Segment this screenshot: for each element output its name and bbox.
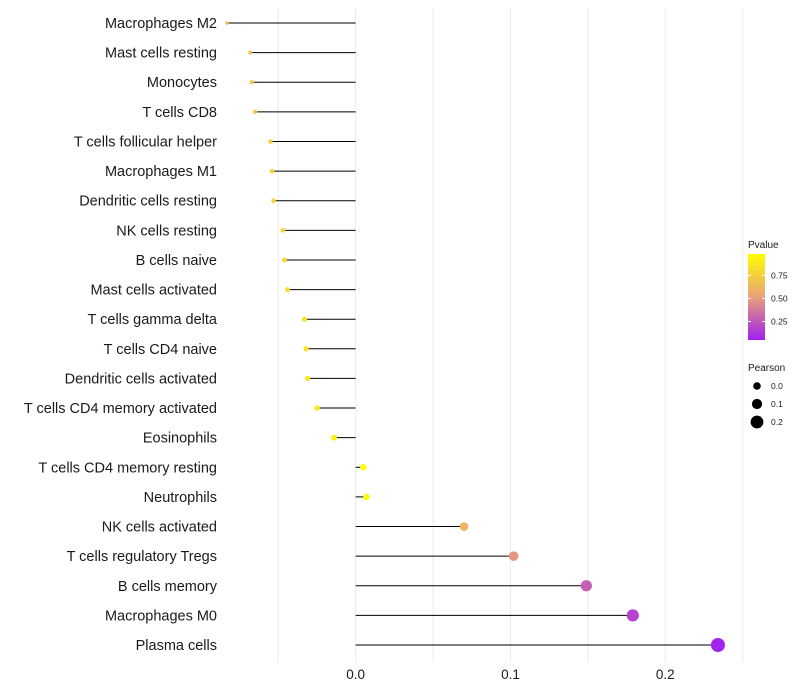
lollipop-point <box>304 375 311 382</box>
lollipop-point <box>248 50 253 55</box>
x-tick-label: 0.1 <box>501 667 520 682</box>
lollipop-point <box>314 405 320 411</box>
lollipop-point <box>710 638 725 652</box>
grid-lines <box>277 8 744 662</box>
lollipop-point <box>626 609 639 622</box>
category-label: B cells naive <box>136 253 217 269</box>
lollipop-points <box>225 21 725 652</box>
category-label: NK cells resting <box>116 223 217 239</box>
category-label: Macrophages M1 <box>105 164 217 180</box>
pearson-legend: Pearson 0.0 0.1 0.2 <box>748 363 785 429</box>
pearson-legend-title: Pearson <box>748 363 785 374</box>
lollipop-point <box>285 287 290 293</box>
category-label: Dendritic cells resting <box>79 194 217 210</box>
lollipop-point <box>303 346 309 352</box>
category-label: T cells CD4 memory activated <box>24 401 217 417</box>
lollipop-point <box>280 227 286 233</box>
category-label: T cells CD8 <box>142 105 217 121</box>
lollipop-point <box>225 21 229 25</box>
lollipop-point <box>301 316 308 322</box>
lollipop-point <box>331 434 337 441</box>
pearson-key-dot <box>750 415 764 429</box>
lollipop-point <box>281 257 287 263</box>
category-label: Mast cells activated <box>90 283 217 299</box>
x-axis-ticks: 0.0 0.1 0.2 <box>346 667 674 682</box>
pvalue-tick-label: 0.75 <box>771 270 788 280</box>
x-tick-label: 0.2 <box>656 667 675 682</box>
lollipop-point <box>269 168 275 174</box>
category-label: NK cells activated <box>102 520 217 536</box>
category-label: T cells CD4 naive <box>104 342 217 358</box>
lollipop-point <box>360 464 367 471</box>
lollipop-segments <box>227 22 718 646</box>
lollipop-point <box>268 139 273 144</box>
category-label: T cells CD4 memory resting <box>38 460 217 476</box>
category-label: Plasma cells <box>136 638 217 654</box>
lollipop-point <box>459 522 469 531</box>
category-label: Dendritic cells activated <box>65 371 217 387</box>
category-label: Monocytes <box>147 75 217 91</box>
category-label: T cells regulatory Tregs <box>67 549 217 565</box>
lollipop-point <box>252 109 258 114</box>
pearson-key-label: 0.0 <box>771 381 783 391</box>
category-label: Mast cells resting <box>105 46 217 62</box>
pvalue-legend-title: Pvalue <box>748 240 779 251</box>
pearson-key-label: 0.2 <box>771 417 783 427</box>
pearson-key-dot <box>751 398 763 410</box>
category-label: Macrophages M2 <box>105 16 217 32</box>
lollipop-point <box>580 580 592 592</box>
pvalue-colorbar <box>748 254 765 340</box>
x-tick-label: 0.0 <box>346 667 365 682</box>
pvalue-tick-label: 0.50 <box>771 293 788 303</box>
category-label: T cells gamma delta <box>88 312 218 328</box>
lollipop-point <box>363 493 370 501</box>
category-label: Eosinophils <box>143 431 217 447</box>
pearson-key-dot <box>753 382 761 390</box>
lollipop-point <box>271 198 276 204</box>
lollipop-point <box>508 551 519 561</box>
category-label: T cells follicular helper <box>74 134 217 150</box>
pearson-key-label: 0.1 <box>771 399 783 409</box>
pvalue-tick-label: 0.25 <box>771 317 788 327</box>
category-label: Neutrophils <box>144 490 217 506</box>
lollipop-point <box>249 80 254 85</box>
pvalue-legend: Pvalue 0.25 0.50 0.75 <box>748 240 788 340</box>
category-label: Macrophages M0 <box>105 608 217 624</box>
category-labels: Macrophages M2 Mast cells resting Monocyte… <box>24 16 218 654</box>
category-label: B cells memory <box>118 579 218 595</box>
